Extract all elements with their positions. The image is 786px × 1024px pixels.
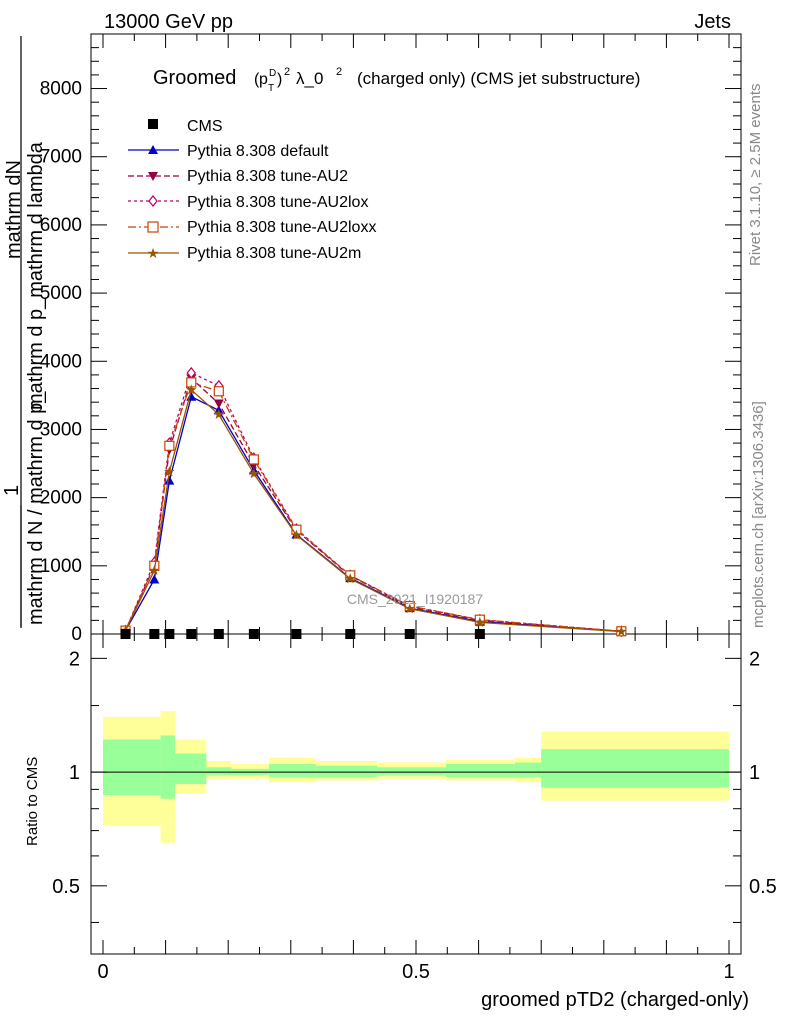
- title-p: p: [259, 71, 268, 88]
- y-tick-label-5: 5000: [40, 283, 82, 304]
- ratio-band-green-0: [103, 739, 161, 795]
- ratio-band-green-5: [268, 764, 316, 778]
- series-point-1-4: [213, 399, 224, 409]
- analysis-label: CMS_2021_I1920187: [347, 591, 483, 607]
- series-point-4-5: [248, 468, 260, 479]
- series-layer: [120, 366, 627, 639]
- ratio-tick-label-right-1: 1: [749, 762, 760, 784]
- legend-marker-default: [148, 145, 158, 154]
- legend-marker-cms: [148, 119, 158, 129]
- title-paren-close: ): [277, 71, 282, 88]
- series-point-4-1: [149, 565, 160, 576]
- cms-point-1: [149, 629, 160, 639]
- series-point-4-8: [404, 603, 415, 614]
- y-tick-label-1: 1000: [40, 556, 82, 577]
- cms-point-2: [164, 629, 175, 639]
- ylabel-numerator: mathrm dN: [3, 160, 25, 259]
- y-tick-label-8: 8000: [40, 79, 82, 100]
- ratio-tick-label-right-0: 0.5: [749, 876, 777, 898]
- mcplots-label: mcplots.cern.ch [arXiv:1306.3436]: [750, 401, 767, 628]
- series-point-4-10: [616, 626, 627, 637]
- chart-title: Groomed ( p D T ) 2 λ_0 2 (charged only)…: [153, 66, 640, 94]
- series-point-4-3: [186, 384, 197, 395]
- y-axis-label: 1 mathrm dN mathrm d N / mathrm d p_ mat…: [1, 36, 47, 628]
- title-sq: 2: [284, 66, 290, 78]
- series-point-4-9: [474, 616, 486, 627]
- ratio-bands: [91, 711, 741, 843]
- series-point-4-2: [164, 466, 175, 477]
- energy-label: 13000 GeV pp: [104, 11, 233, 33]
- ratio-ylabel: Ratio to CMS: [24, 757, 41, 846]
- ratio-tick-label-left-2: 2: [69, 648, 80, 670]
- x-tick-label-2: 1: [723, 961, 734, 983]
- legend-au2m: Pythia 8.308 tune-AU2m: [187, 245, 361, 262]
- y-tick-label-4: 4000: [40, 351, 82, 372]
- cms-point-7: [345, 629, 356, 639]
- series-point-4-4: [213, 408, 225, 419]
- title-rest: (charged only) (CMS jet substructure): [357, 69, 640, 88]
- legend-au2loxx: Pythia 8.308 tune-AU2loxx: [187, 219, 376, 236]
- ratio-band-green-9: [514, 762, 542, 778]
- series-point-3-2: [164, 440, 175, 451]
- y-tick-label-7: 7000: [40, 147, 82, 168]
- legend-marker-au2loxx: [147, 221, 159, 233]
- cms-point-8: [404, 629, 415, 639]
- legend-au2: Pythia 8.308 tune-AU2: [187, 168, 348, 185]
- ylabel-denominator: mathrm d p_mathrm d lambda: [25, 141, 47, 410]
- ratio-tick-label-right-2: 2: [749, 648, 760, 670]
- legend-marker-au2lox: [148, 195, 158, 207]
- rivet-label: Rivet 3.1.10, ≥ 2.5M events: [747, 84, 764, 267]
- legend-au2lox: Pythia 8.308 tune-AU2lox: [187, 194, 368, 211]
- legend-cms: CMS: [187, 118, 223, 135]
- main-ticks: 0 1000 2000 3000 4000 5000 6000 7000 8000: [40, 34, 741, 645]
- y-tick-label-0: 0: [71, 624, 82, 645]
- cms-point-3: [186, 629, 197, 639]
- series-point-0-1: [149, 574, 160, 584]
- cms-point-5: [248, 629, 259, 639]
- x-axis-label: groomed pTD2 (charged-only): [481, 989, 749, 1011]
- title-lambda: λ_0: [296, 69, 323, 88]
- cms-point-9: [474, 629, 485, 639]
- title-sq2: 2: [336, 66, 342, 78]
- legend: CMS Pythia 8.308 default Pythia 8.308 tu…: [128, 118, 376, 262]
- title-paren-open: (: [254, 71, 260, 88]
- ylabel-prefix-den: mathrm d N / mathrm d p_: [25, 391, 47, 625]
- legend-marker-au2: [148, 172, 158, 181]
- ratio-band-green-1: [160, 735, 175, 799]
- ratio-band-green-2: [174, 753, 207, 784]
- cms-point-4: [213, 629, 224, 639]
- ratio-band-green-8: [446, 764, 515, 778]
- x-tick-label-1: 0.5: [402, 961, 430, 983]
- series-point-4-6: [291, 529, 302, 540]
- series-point-3-4: [213, 386, 224, 397]
- y-tick-label-3: 3000: [40, 419, 82, 440]
- ratio-band-green-7: [377, 767, 447, 776]
- y-tick-label-6: 6000: [40, 215, 82, 236]
- title-sup-d: D: [269, 68, 276, 79]
- cms-point-6: [291, 629, 302, 639]
- series-point-3-5: [248, 454, 259, 465]
- ylabel-prefix-num: 1: [1, 485, 23, 496]
- legend-default: Pythia 8.308 default: [187, 143, 329, 160]
- cms-points: [120, 629, 485, 639]
- ratio-tick-label-left-1: 1: [69, 762, 80, 784]
- series-point-0-2: [164, 475, 175, 485]
- ratio-ticks: 0.5 0.5 1 1 2 2 0 0.5 1: [52, 634, 777, 983]
- title-prefix: Groomed: [153, 67, 236, 89]
- ratio-band-green-10: [541, 749, 729, 788]
- ratio-tick-label-left-0: 0.5: [52, 876, 80, 898]
- series-point-4-7: [345, 573, 356, 584]
- cms-point-0: [120, 629, 131, 639]
- x-tick-label-0: 0: [97, 961, 108, 983]
- legend-marker-au2m: ★: [147, 245, 160, 261]
- ratio-band-green-3: [206, 767, 232, 776]
- title-sub-t: T: [268, 83, 274, 94]
- ratio-band-green-6: [315, 765, 378, 778]
- jets-label: Jets: [694, 11, 731, 33]
- y-tick-label-2: 2000: [40, 488, 82, 509]
